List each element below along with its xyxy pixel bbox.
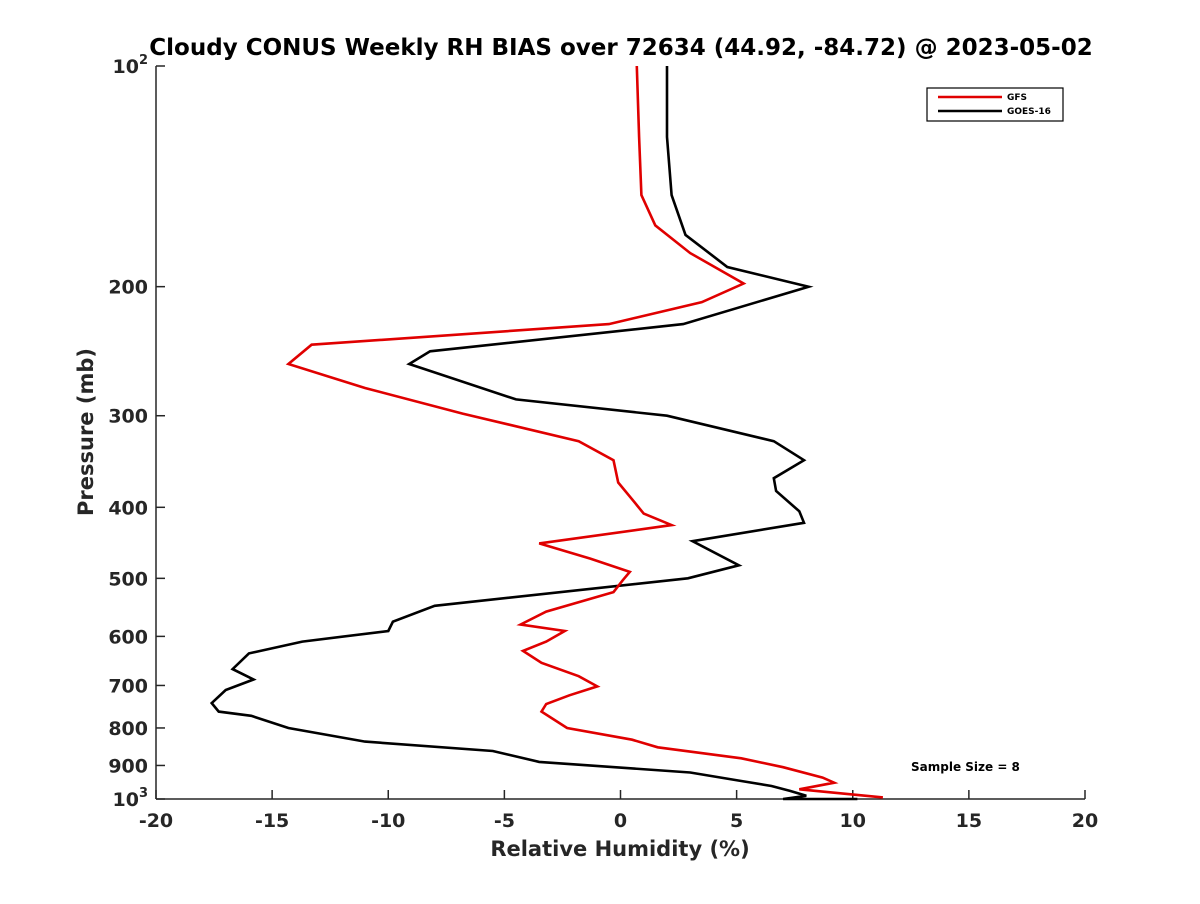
y-limit-base: 10 — [113, 789, 139, 811]
y-tick-label: 900 — [108, 755, 148, 777]
y-tick-label: 700 — [108, 675, 148, 697]
y-tick-label: 200 — [108, 277, 148, 299]
series-line-gfs — [285, 65, 884, 799]
y-tick-label: 300 — [108, 406, 148, 428]
x-tick-label: -15 — [255, 810, 289, 832]
y-limit-label: 103 — [113, 786, 149, 811]
sample-size-annotation: Sample Size = 8 — [911, 760, 1020, 774]
chart-title: Cloudy CONUS Weekly RH BIAS over 72634 (… — [149, 35, 1092, 61]
y-limit-exponent: 2 — [139, 53, 148, 68]
legend-box — [926, 87, 1064, 122]
legend-label: GFS — [1007, 93, 1027, 103]
x-tick-label: 10 — [840, 810, 866, 832]
y-axis-label: Pressure (mb) — [74, 348, 98, 516]
x-axis: -20 -15 -10 -5 0 5 10 15 20 — [139, 790, 1098, 832]
y-limit-exponent: 3 — [139, 786, 148, 801]
plot-area — [156, 66, 1085, 799]
y-tick-label: 500 — [108, 568, 148, 590]
x-tick-label: 15 — [956, 810, 982, 832]
y-tick-label: 600 — [108, 626, 148, 648]
y-limit-label: 102 — [113, 53, 149, 78]
legend: GFS GOES-16 — [926, 87, 1064, 122]
x-axis-label: Relative Humidity (%) — [490, 837, 749, 861]
legend-label: GOES-16 — [1007, 107, 1051, 117]
x-tick-label: 0 — [614, 810, 627, 832]
series-line-goes-16 — [209, 66, 858, 801]
x-tick-label: -10 — [371, 810, 405, 832]
x-tick-label: -20 — [139, 810, 173, 832]
plot-background — [156, 66, 1085, 799]
x-tick-label: 5 — [730, 810, 743, 832]
series-layer — [209, 65, 884, 801]
x-tick-label: 20 — [1072, 810, 1098, 832]
x-tick-label: -5 — [494, 810, 515, 832]
y-limit-base: 10 — [113, 56, 139, 78]
y-tick-label: 800 — [108, 718, 148, 740]
y-tick-label: 400 — [108, 497, 148, 519]
